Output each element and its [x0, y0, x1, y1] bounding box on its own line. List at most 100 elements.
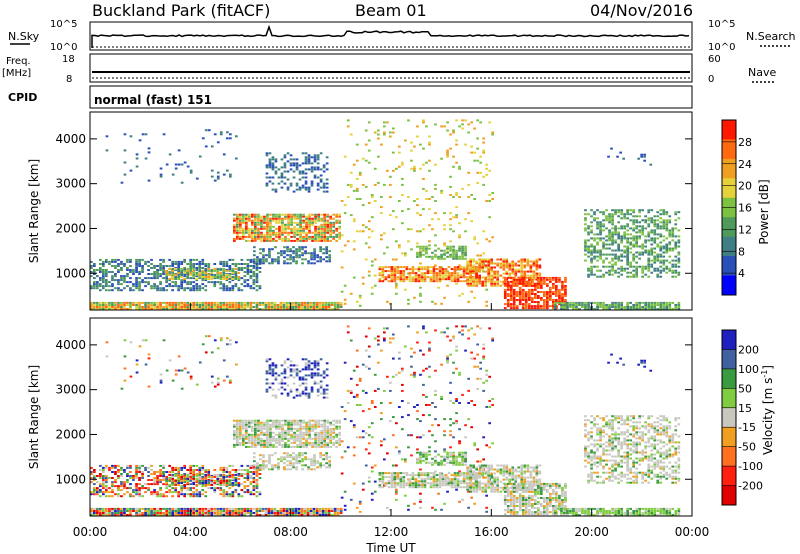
power-cell [614, 253, 617, 256]
power-cell [511, 284, 515, 287]
power-cell [402, 278, 406, 281]
power-cell [171, 276, 174, 278]
power-cell [309, 304, 313, 306]
power-cell [629, 261, 632, 264]
velocity-cell [321, 507, 325, 510]
velocity-cell [174, 510, 177, 512]
power-cell [647, 261, 651, 264]
velocity-cell [174, 466, 177, 469]
power-cell [263, 225, 266, 228]
power-cell [502, 282, 506, 285]
power-cell [216, 277, 220, 280]
power-cell [301, 246, 304, 249]
power-cell [297, 306, 301, 308]
velocity-cell [297, 507, 301, 510]
power-cell [364, 129, 368, 132]
velocity-cell [249, 466, 253, 469]
velocity-cell [171, 512, 174, 514]
power-cell [349, 133, 353, 136]
power-cell [102, 285, 105, 288]
power-cell [499, 266, 503, 269]
power-cell [641, 243, 644, 246]
power-cell [153, 265, 156, 267]
power-cell [364, 258, 368, 261]
velocity-cell [186, 487, 189, 490]
power-cell [514, 282, 518, 285]
power-cell [531, 307, 534, 310]
power-cell [322, 258, 325, 261]
power-cell [608, 271, 611, 274]
power-cell [210, 281, 214, 284]
velocity-cell [147, 514, 150, 516]
velocity-cell [168, 512, 171, 514]
power-cell [210, 273, 214, 275]
power-cell [253, 246, 256, 249]
power-cell [620, 217, 623, 220]
colorbar-swatch [722, 236, 736, 257]
power-cell [549, 291, 552, 293]
velocity-cell [195, 495, 199, 498]
velocity-cell [135, 487, 138, 490]
power-cell [641, 265, 644, 268]
power-cell [399, 270, 403, 273]
power-cell [249, 265, 253, 267]
power-cell [511, 260, 515, 263]
velocity-cell [117, 477, 120, 479]
power-cell [105, 260, 108, 263]
velocity-cell [326, 435, 329, 438]
velocity-cell [129, 507, 132, 510]
power-cell [298, 256, 301, 259]
power-cell [665, 225, 669, 228]
power-cell [653, 251, 657, 254]
power-cell [437, 272, 440, 275]
power-cell [593, 257, 596, 260]
power-cell [135, 287, 138, 290]
power-cell [393, 268, 397, 271]
nsearch-tick-bottom: 10^0 [708, 42, 735, 53]
power-cell [428, 159, 431, 162]
power-cell [90, 267, 93, 269]
power-cell [450, 274, 454, 277]
velocity-cell [239, 421, 242, 424]
power-cell [629, 306, 632, 308]
power-cell [662, 269, 666, 272]
velocity-cell [204, 510, 208, 512]
power-cell [335, 215, 338, 218]
power-cell [293, 235, 296, 238]
power-cell [323, 223, 326, 226]
power-cell [398, 165, 401, 168]
velocity-cell [329, 437, 332, 440]
power-cell [608, 261, 611, 264]
power-cell [590, 267, 593, 270]
power-cell [204, 301, 208, 304]
power-cell [632, 219, 635, 222]
velocity-cell [222, 495, 226, 498]
power-cell [373, 131, 377, 134]
power-cell [537, 280, 540, 283]
velocity-cell [117, 489, 120, 492]
power-cell [632, 275, 635, 278]
velocity-cell [204, 479, 208, 482]
power-cell [520, 276, 524, 279]
power-cell [515, 278, 519, 281]
power-cell [147, 260, 150, 263]
velocity-cell [201, 485, 205, 488]
power-cell [635, 271, 638, 274]
velocity-cell [248, 425, 251, 428]
power-cell [426, 268, 430, 271]
power-cell [325, 186, 329, 189]
power-cell [467, 212, 470, 215]
velocity-cell [222, 514, 226, 516]
power-cell [293, 213, 296, 216]
power-cell [338, 213, 341, 216]
power-cell [159, 287, 162, 290]
velocity-cell [245, 425, 248, 428]
velocity-cell [326, 445, 329, 448]
power-cell [275, 231, 278, 234]
power-cell [665, 265, 669, 268]
velocity-cell [320, 433, 323, 436]
velocity-cell [228, 514, 232, 516]
power-cell [537, 291, 540, 293]
power-cell [584, 245, 587, 248]
power-cell [473, 198, 476, 200]
